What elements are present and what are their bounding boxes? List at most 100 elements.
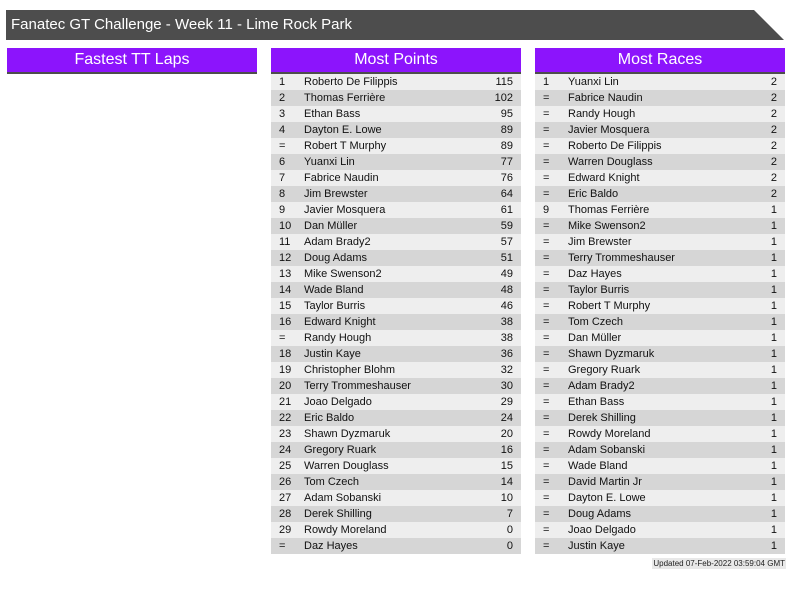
driver-name-cell: Eric Baldo bbox=[568, 188, 619, 200]
rank-cell: 20 bbox=[279, 380, 292, 392]
table-row: 15 Taylor Burris 46 bbox=[271, 298, 521, 314]
table-row: = Jim Brewster 1 bbox=[535, 234, 785, 250]
most-points-table: 1 Roberto De Filippis 115 2 Thomas Ferrière 1… bbox=[271, 74, 521, 554]
driver-name-cell: Ethan Bass bbox=[304, 108, 361, 120]
driver-name-cell: Adam Sobanski bbox=[568, 444, 646, 456]
value-cell: 1 bbox=[770, 252, 777, 264]
table-row: = Roberto De Filippis 2 bbox=[535, 138, 785, 154]
driver-name-cell: Edward Knight bbox=[568, 172, 640, 184]
rank-cell: 10 bbox=[279, 220, 292, 232]
value-cell: 1 bbox=[770, 284, 777, 296]
table-row: = Javier Mosquera 2 bbox=[535, 122, 785, 138]
driver-name-cell: Dayton E. Lowe bbox=[304, 124, 382, 136]
rank-cell: = bbox=[279, 332, 286, 344]
value-cell: 16 bbox=[500, 444, 513, 456]
table-row: 10 Dan Müller 59 bbox=[271, 218, 521, 234]
driver-name-cell: Shawn Dyzmaruk bbox=[568, 348, 655, 360]
value-cell: 2 bbox=[770, 124, 777, 136]
table-row: = David Martin Jr 1 bbox=[535, 474, 785, 490]
table-row: 14 Wade Bland 48 bbox=[271, 282, 521, 298]
most-points-panel: Most Points 1 Roberto De Filippis 115 2 Thom… bbox=[271, 48, 521, 554]
rank-cell: 12 bbox=[279, 252, 292, 264]
driver-name-cell: Dayton E. Lowe bbox=[568, 492, 646, 504]
rank-cell: = bbox=[543, 188, 550, 200]
value-cell: 1 bbox=[770, 316, 777, 328]
driver-name-cell: Eric Baldo bbox=[304, 412, 355, 424]
table-row: 26 Tom Czech 14 bbox=[271, 474, 521, 490]
table-row: = Taylor Burris 1 bbox=[535, 282, 785, 298]
table-row: 18 Justin Kaye 36 bbox=[271, 346, 521, 362]
table-row: 13 Mike Swenson2 49 bbox=[271, 266, 521, 282]
rank-cell: = bbox=[543, 460, 550, 472]
value-cell: 1 bbox=[770, 492, 777, 504]
driver-name-cell: Dan Müller bbox=[304, 220, 358, 232]
value-cell: 77 bbox=[500, 156, 513, 168]
value-cell: 36 bbox=[500, 348, 513, 360]
panel-heading: Most Races bbox=[535, 48, 785, 74]
rank-cell: = bbox=[543, 140, 550, 152]
table-row: 24 Gregory Ruark 16 bbox=[271, 442, 521, 458]
driver-name-cell: Mike Swenson2 bbox=[304, 268, 382, 280]
value-cell: 51 bbox=[500, 252, 513, 264]
value-cell: 15 bbox=[500, 460, 513, 472]
rank-cell: 29 bbox=[279, 524, 292, 536]
value-cell: 1 bbox=[770, 476, 777, 488]
value-cell: 2 bbox=[770, 140, 777, 152]
value-cell: 89 bbox=[500, 124, 513, 136]
driver-name-cell: Yuanxi Lin bbox=[568, 76, 619, 88]
table-row: = Dan Müller 1 bbox=[535, 330, 785, 346]
rank-cell: 22 bbox=[279, 412, 292, 424]
driver-name-cell: Adam Brady2 bbox=[568, 380, 635, 392]
table-row: 19 Christopher Blohm 32 bbox=[271, 362, 521, 378]
driver-name-cell: Thomas Ferrière bbox=[304, 92, 386, 104]
table-row: 16 Edward Knight 38 bbox=[271, 314, 521, 330]
table-row: = Justin Kaye 1 bbox=[535, 538, 785, 554]
value-cell: 0 bbox=[506, 524, 513, 536]
value-cell: 1 bbox=[770, 300, 777, 312]
table-row: = Daz Hayes 1 bbox=[535, 266, 785, 282]
fastest-tt-laps-panel: Fastest TT Laps bbox=[7, 48, 257, 74]
rank-cell: = bbox=[543, 380, 550, 392]
table-row: = Randy Hough 38 bbox=[271, 330, 521, 346]
rank-cell: = bbox=[543, 108, 550, 120]
value-cell: 1 bbox=[770, 380, 777, 392]
value-cell: 24 bbox=[500, 412, 513, 424]
value-cell: 95 bbox=[500, 108, 513, 120]
table-row: 28 Derek Shilling 7 bbox=[271, 506, 521, 522]
value-cell: 61 bbox=[500, 204, 513, 216]
driver-name-cell: Jim Brewster bbox=[568, 236, 632, 248]
value-cell: 2 bbox=[770, 92, 777, 104]
rank-cell: = bbox=[543, 444, 550, 456]
rank-cell: = bbox=[543, 316, 550, 328]
driver-name-cell: Yuanxi Lin bbox=[304, 156, 355, 168]
table-row: 2 Thomas Ferrière 102 bbox=[271, 90, 521, 106]
driver-name-cell: Tom Czech bbox=[304, 476, 360, 488]
table-row: = Joao Delgado 1 bbox=[535, 522, 785, 538]
value-cell: 1 bbox=[770, 364, 777, 376]
table-row: = Adam Brady2 1 bbox=[535, 378, 785, 394]
value-cell: 10 bbox=[500, 492, 513, 504]
driver-name-cell: Javier Mosquera bbox=[304, 204, 386, 216]
value-cell: 2 bbox=[770, 172, 777, 184]
table-row: 3 Ethan Bass 95 bbox=[271, 106, 521, 122]
table-row: = Terry Trommeshauser 1 bbox=[535, 250, 785, 266]
driver-name-cell: Taylor Burris bbox=[568, 284, 630, 296]
table-row: = Warren Douglass 2 bbox=[535, 154, 785, 170]
driver-name-cell: Fabrice Naudin bbox=[568, 92, 643, 104]
table-row: = Adam Sobanski 1 bbox=[535, 442, 785, 458]
table-row: = Gregory Ruark 1 bbox=[535, 362, 785, 378]
rank-cell: = bbox=[279, 540, 286, 552]
value-cell: 38 bbox=[500, 316, 513, 328]
driver-name-cell: Rowdy Moreland bbox=[568, 428, 651, 440]
rank-cell: = bbox=[543, 492, 550, 504]
value-cell: 2 bbox=[770, 76, 777, 88]
driver-name-cell: Dan Müller bbox=[568, 332, 622, 344]
rank-cell: 2 bbox=[279, 92, 286, 104]
rank-cell: 28 bbox=[279, 508, 292, 520]
rank-cell: = bbox=[543, 428, 550, 440]
rank-cell: 1 bbox=[543, 76, 550, 88]
value-cell: 1 bbox=[770, 204, 777, 216]
value-cell: 2 bbox=[770, 188, 777, 200]
rank-cell: = bbox=[543, 540, 550, 552]
table-row: 9 Thomas Ferrière 1 bbox=[535, 202, 785, 218]
